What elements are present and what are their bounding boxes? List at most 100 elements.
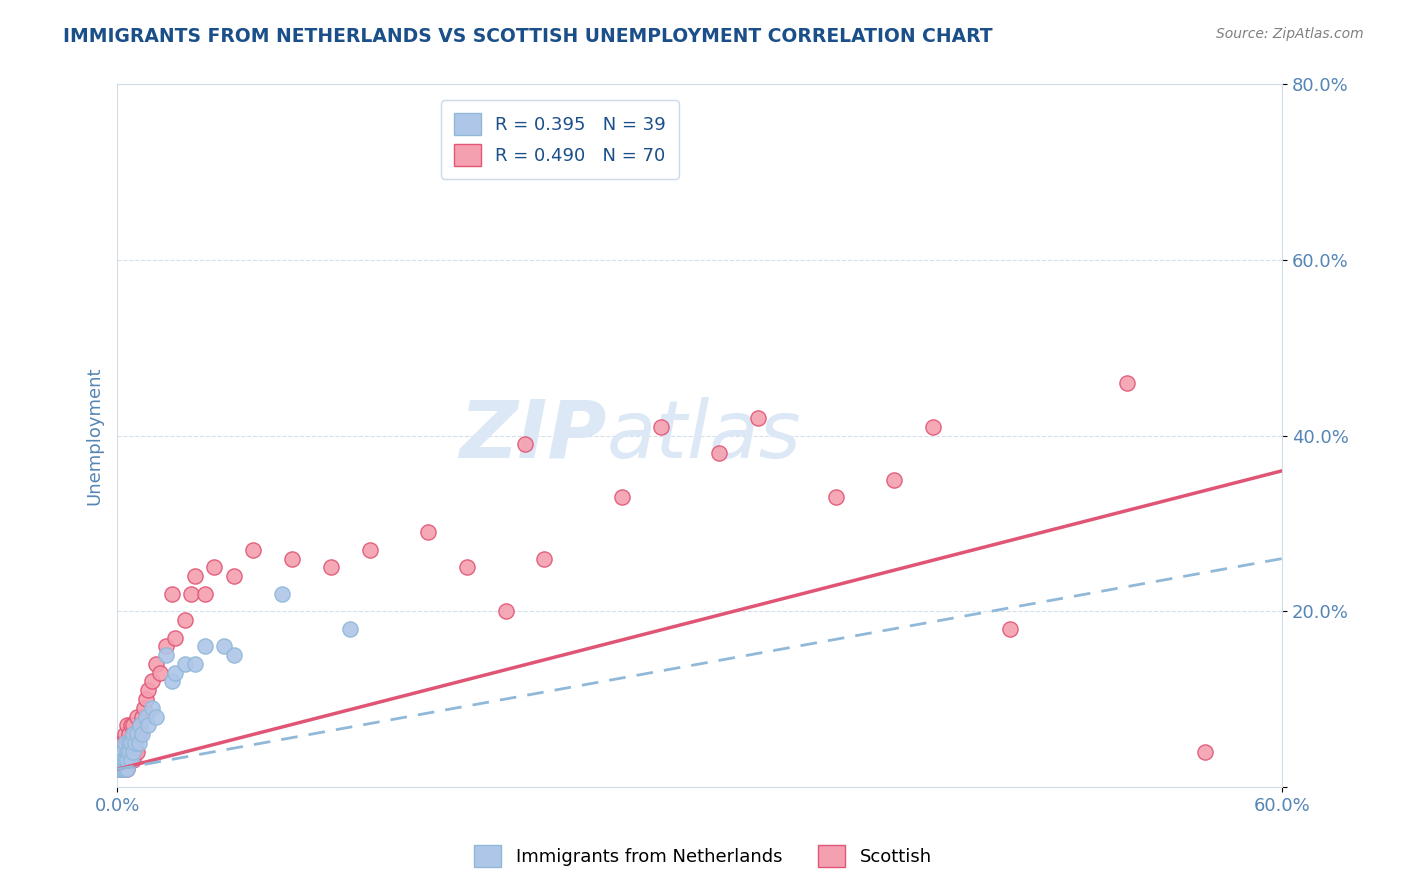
Point xyxy=(145,709,167,723)
Point xyxy=(193,640,215,654)
Point xyxy=(121,727,143,741)
Point xyxy=(921,420,943,434)
Point xyxy=(114,762,136,776)
Point xyxy=(114,736,136,750)
Point xyxy=(135,709,157,723)
Point xyxy=(115,754,138,768)
Point xyxy=(108,762,131,776)
Point xyxy=(339,622,361,636)
Legend: Immigrants from Netherlands, Scottish: Immigrants from Netherlands, Scottish xyxy=(467,838,939,874)
Y-axis label: Unemployment: Unemployment xyxy=(86,367,103,505)
Point xyxy=(222,648,245,662)
Point xyxy=(174,657,197,671)
Point xyxy=(610,490,633,504)
Point xyxy=(136,718,159,732)
Point xyxy=(141,674,163,689)
Point xyxy=(108,754,131,768)
Point xyxy=(115,745,138,759)
Point xyxy=(114,754,136,768)
Point xyxy=(110,762,132,776)
Point xyxy=(533,551,555,566)
Point xyxy=(202,560,225,574)
Point xyxy=(416,525,439,540)
Point xyxy=(145,657,167,671)
Point xyxy=(120,736,142,750)
Point xyxy=(120,754,142,768)
Point xyxy=(125,727,148,741)
Point xyxy=(110,745,132,759)
Point xyxy=(128,736,150,750)
Point xyxy=(456,560,478,574)
Point xyxy=(115,762,138,776)
Point xyxy=(242,542,264,557)
Point xyxy=(136,683,159,698)
Point xyxy=(115,754,138,768)
Point xyxy=(165,631,187,645)
Point xyxy=(118,736,141,750)
Point xyxy=(114,745,136,759)
Point xyxy=(149,665,172,680)
Point xyxy=(124,727,146,741)
Point xyxy=(111,745,134,759)
Point xyxy=(141,701,163,715)
Point xyxy=(1000,622,1022,636)
Point xyxy=(212,640,235,654)
Text: ZIP: ZIP xyxy=(460,397,606,475)
Point xyxy=(125,709,148,723)
Point xyxy=(174,613,197,627)
Text: Source: ZipAtlas.com: Source: ZipAtlas.com xyxy=(1216,27,1364,41)
Point xyxy=(513,437,536,451)
Point xyxy=(118,745,141,759)
Point xyxy=(111,745,134,759)
Point xyxy=(118,754,141,768)
Text: IMMIGRANTS FROM NETHERLANDS VS SCOTTISH UNEMPLOYMENT CORRELATION CHART: IMMIGRANTS FROM NETHERLANDS VS SCOTTISH … xyxy=(63,27,993,45)
Point xyxy=(111,762,134,776)
Point xyxy=(129,718,152,732)
Point xyxy=(134,701,156,715)
Point xyxy=(495,604,517,618)
Point xyxy=(114,727,136,741)
Point xyxy=(707,446,730,460)
Point xyxy=(114,762,136,776)
Point xyxy=(155,640,177,654)
Point xyxy=(111,754,134,768)
Point xyxy=(121,754,143,768)
Point xyxy=(125,745,148,759)
Point xyxy=(131,709,153,723)
Point xyxy=(110,762,132,776)
Point xyxy=(193,587,215,601)
Point xyxy=(114,754,136,768)
Point xyxy=(160,587,183,601)
Point xyxy=(180,587,202,601)
Point xyxy=(165,665,187,680)
Point xyxy=(110,745,132,759)
Point xyxy=(115,718,138,732)
Point xyxy=(125,727,148,741)
Point xyxy=(271,587,294,601)
Point xyxy=(160,674,183,689)
Point xyxy=(111,762,134,776)
Point xyxy=(108,745,131,759)
Point xyxy=(184,657,207,671)
Point xyxy=(118,745,141,759)
Point xyxy=(1115,376,1137,390)
Point xyxy=(281,551,304,566)
Legend: R = 0.395   N = 39, R = 0.490   N = 70: R = 0.395 N = 39, R = 0.490 N = 70 xyxy=(441,101,679,179)
Point xyxy=(128,727,150,741)
Point xyxy=(222,569,245,583)
Point xyxy=(110,736,132,750)
Point xyxy=(155,648,177,662)
Point xyxy=(124,736,146,750)
Point xyxy=(747,411,769,425)
Point xyxy=(184,569,207,583)
Point xyxy=(120,718,142,732)
Point xyxy=(110,754,132,768)
Point xyxy=(135,692,157,706)
Point xyxy=(115,762,138,776)
Point xyxy=(108,754,131,768)
Point xyxy=(108,762,131,776)
Point xyxy=(131,727,153,741)
Point xyxy=(115,736,138,750)
Point xyxy=(121,745,143,759)
Point xyxy=(124,745,146,759)
